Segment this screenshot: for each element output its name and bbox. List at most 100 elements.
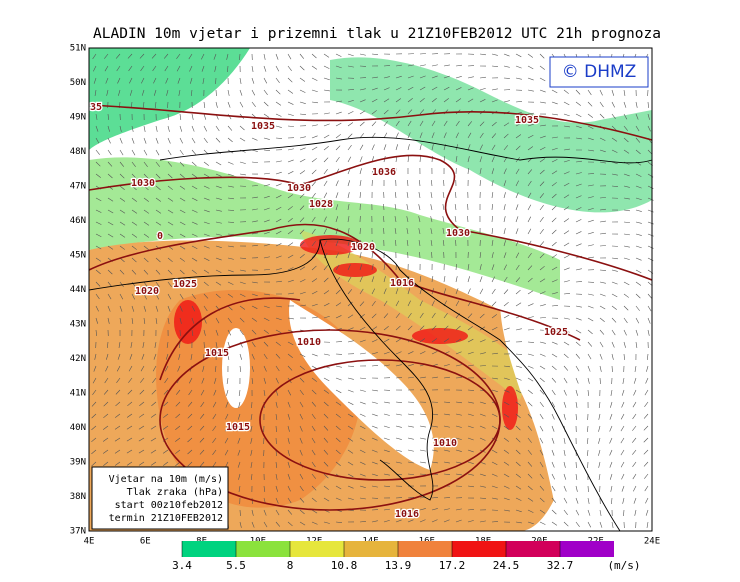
wind-arrow	[138, 437, 145, 442]
wind-arrow	[152, 377, 157, 383]
wind-arrow	[395, 401, 402, 403]
wind-arrow	[187, 437, 193, 443]
wind-arrow	[335, 341, 343, 343]
wind-arrow	[527, 89, 534, 92]
wind-arrow	[407, 86, 414, 91]
wind-arrow	[443, 401, 451, 403]
wind-arrow	[491, 327, 498, 331]
wind-arrow	[620, 425, 625, 432]
wind-arrow	[203, 305, 208, 312]
wind-arrow	[539, 216, 544, 223]
wind-arrow	[335, 377, 342, 381]
wind-arrow	[154, 101, 157, 108]
wind-arrow	[251, 329, 257, 335]
wind-arrow	[371, 352, 378, 355]
wind-arrow	[443, 364, 450, 367]
wind-zone	[89, 157, 560, 300]
wind-arrow	[503, 449, 510, 454]
lat-label: 48N	[70, 147, 86, 157]
wind-arrow	[430, 228, 433, 235]
wind-arrow	[199, 437, 205, 443]
wind-arrow	[155, 257, 161, 263]
legend-label: 32.7	[547, 559, 574, 572]
wind-arrow	[91, 449, 97, 455]
wind-arrow	[419, 251, 421, 259]
wind-arrow	[515, 401, 522, 406]
wind-arrow	[395, 413, 402, 416]
wind-arrow	[479, 76, 486, 79]
wind-arrow	[575, 160, 582, 163]
wind-arrow	[323, 89, 330, 92]
wind-arrow	[609, 461, 613, 468]
wind-arrow	[467, 473, 474, 476]
wind-arrow	[587, 341, 593, 347]
wind-arrow	[119, 173, 125, 179]
wind-arrow	[371, 339, 378, 343]
wind-arrow	[166, 89, 169, 96]
wind-arrow	[138, 449, 145, 454]
wind-arrow	[239, 281, 246, 285]
wind-arrow	[515, 252, 520, 259]
wind-arrow	[407, 300, 411, 307]
wind-arrow	[115, 389, 121, 395]
wind-arrow	[153, 353, 157, 360]
wind-arrow	[131, 137, 135, 144]
wind-arrow	[177, 365, 181, 372]
wind-arrow	[200, 401, 205, 408]
wind-arrow	[191, 329, 194, 336]
wind-arrow	[503, 377, 510, 380]
wind-arrow	[179, 209, 186, 214]
wind-arrow	[479, 520, 486, 523]
wind-arrow	[106, 341, 109, 348]
wind-arrow	[407, 120, 412, 127]
wind-arrow	[418, 192, 421, 199]
legend-label: 5.5	[226, 559, 246, 572]
wind-arrow	[203, 173, 210, 178]
wind-arrow	[203, 329, 206, 336]
wind-arrow	[621, 401, 625, 408]
wind-arrow	[371, 76, 378, 79]
wind-arrow	[299, 473, 304, 480]
wind-arrow	[419, 97, 425, 103]
wind-arrow	[455, 351, 462, 355]
wind-arrow	[191, 125, 195, 132]
wind-arrow	[539, 437, 544, 444]
wind-arrow	[142, 341, 145, 348]
wind-arrow	[224, 449, 229, 456]
wind-arrow	[311, 181, 317, 187]
wind-arrow	[503, 497, 510, 501]
wind-arrow	[431, 75, 438, 79]
wind-arrow	[299, 377, 305, 383]
wind-arrow	[128, 377, 133, 383]
wind-arrow	[323, 401, 329, 407]
wind-arrow	[622, 497, 625, 504]
wind-arrow	[587, 137, 594, 141]
wind-arrow	[251, 65, 254, 72]
wind-arrow	[503, 65, 510, 68]
wind-arrow	[647, 125, 651, 132]
wind-arrow	[126, 449, 133, 454]
wind-arrow	[503, 122, 510, 127]
wind-arrow	[503, 389, 510, 393]
wind-arrow	[551, 266, 558, 271]
wind-arrow	[563, 521, 569, 527]
wind-arrow	[455, 401, 462, 404]
title: ALADIN 10m vjetar i prizemni tlak u 21Z1…	[93, 26, 661, 42]
wind-arrow	[643, 461, 649, 467]
wind-arrow	[359, 326, 366, 331]
wind-arrow	[371, 473, 378, 476]
wind-arrow	[359, 264, 363, 271]
legend-swatch	[290, 541, 344, 557]
wind-arrow	[599, 269, 607, 271]
wind-arrow	[575, 207, 582, 211]
wind-arrow	[467, 144, 471, 151]
wind-arrow	[227, 161, 234, 165]
wind-arrow	[251, 208, 258, 211]
wind-arrow	[311, 425, 316, 432]
legend-unit: (m/s)	[607, 559, 640, 572]
wind-arrow	[323, 146, 329, 151]
wind-arrow	[647, 317, 651, 324]
wind-arrow	[203, 269, 210, 274]
wind-arrow	[598, 413, 601, 420]
